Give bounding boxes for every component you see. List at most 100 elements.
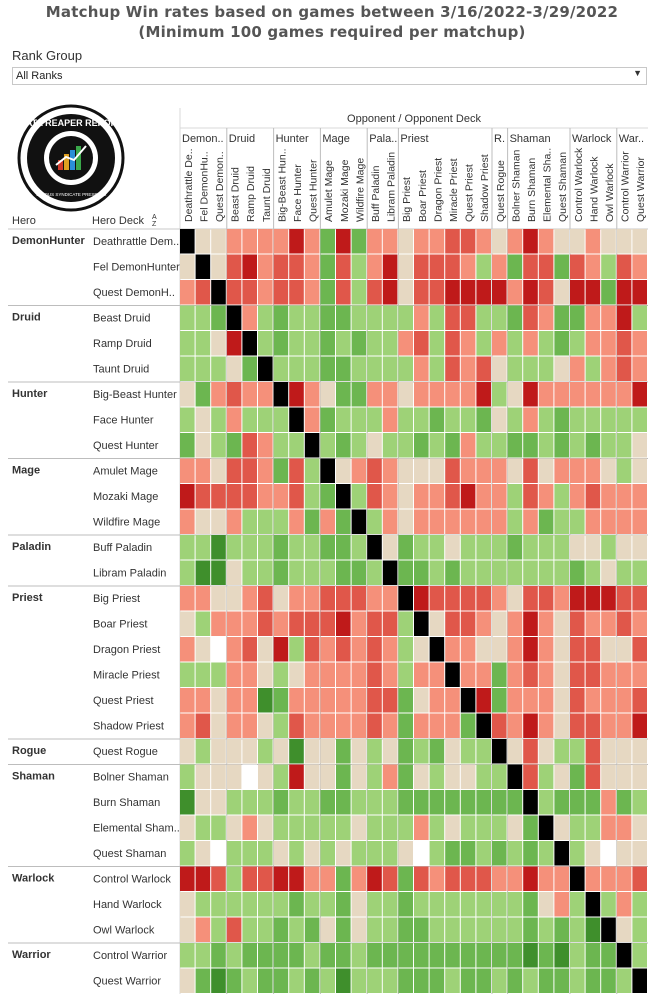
heatmap-cell[interactable] — [616, 688, 632, 713]
heatmap-cell[interactable] — [601, 662, 616, 688]
heatmap-cell[interactable] — [242, 560, 257, 586]
heatmap-cell[interactable] — [382, 917, 398, 943]
heatmap-cell[interactable] — [211, 331, 226, 356]
heatmap-cell[interactable] — [382, 688, 398, 713]
heatmap-cell[interactable] — [601, 968, 616, 994]
heatmap-cell[interactable] — [507, 356, 523, 382]
heatmap-cell[interactable] — [211, 688, 226, 713]
heatmap-cell[interactable] — [336, 841, 351, 866]
heatmap-cell[interactable] — [601, 841, 616, 866]
heatmap-cell[interactable] — [460, 560, 476, 586]
heatmap-cell[interactable] — [632, 331, 647, 356]
heatmap-cell[interactable] — [523, 280, 538, 305]
heatmap-cell[interactable] — [429, 943, 445, 968]
heatmap-cell[interactable] — [258, 535, 273, 560]
heatmap-cell[interactable] — [492, 841, 507, 866]
heatmap-cell[interactable] — [616, 331, 632, 356]
heatmap-cell[interactable] — [211, 586, 226, 611]
heatmap-cell[interactable] — [460, 943, 476, 968]
heatmap-cell[interactable] — [507, 892, 523, 917]
heatmap-cell[interactable] — [398, 739, 413, 764]
heatmap-cell[interactable] — [414, 917, 429, 943]
heatmap-cell[interactable] — [538, 433, 554, 458]
heatmap-cell[interactable] — [616, 790, 632, 815]
heatmap-cell[interactable] — [226, 968, 242, 994]
heatmap-cell[interactable] — [242, 331, 257, 356]
heatmap-cell[interactable] — [180, 713, 195, 739]
heatmap-cell[interactable] — [492, 433, 507, 458]
heatmap-cell[interactable] — [585, 254, 601, 280]
heatmap-cell[interactable] — [632, 254, 647, 280]
heatmap-cell[interactable] — [429, 560, 445, 586]
heatmap-cell[interactable] — [226, 382, 242, 407]
heatmap-cell[interactable] — [242, 841, 257, 866]
heatmap-cell[interactable] — [616, 484, 632, 509]
heatmap-cell[interactable] — [180, 841, 195, 866]
heatmap-cell[interactable] — [460, 484, 476, 509]
heatmap-cell[interactable] — [320, 280, 335, 305]
heatmap-cell[interactable] — [554, 917, 569, 943]
heatmap-cell[interactable] — [367, 764, 382, 790]
heatmap-cell[interactable] — [398, 688, 413, 713]
heatmap-cell[interactable] — [616, 739, 632, 764]
heatmap-cell[interactable] — [211, 968, 226, 994]
heatmap-cell[interactable] — [445, 713, 460, 739]
heatmap-cell[interactable] — [616, 509, 632, 535]
heatmap-cell[interactable] — [367, 509, 382, 535]
heatmap-cell[interactable] — [616, 356, 632, 382]
heatmap-cell[interactable] — [351, 739, 367, 764]
heatmap-cell[interactable] — [242, 305, 257, 331]
heatmap-cell[interactable] — [429, 535, 445, 560]
heatmap-cell[interactable] — [429, 841, 445, 866]
heatmap-cell[interactable] — [258, 229, 273, 254]
heatmap-cell[interactable] — [616, 764, 632, 790]
heatmap-cell[interactable] — [429, 917, 445, 943]
heatmap-cell[interactable] — [180, 407, 195, 433]
heatmap-cell[interactable] — [320, 356, 335, 382]
heatmap-cell[interactable] — [632, 458, 647, 484]
heatmap-cell[interactable] — [289, 611, 304, 637]
heatmap-cell[interactable] — [538, 509, 554, 535]
heatmap-cell[interactable] — [258, 688, 273, 713]
heatmap-cell[interactable] — [538, 892, 554, 917]
heatmap-cell[interactable] — [429, 637, 445, 662]
heatmap-cell[interactable] — [538, 254, 554, 280]
heatmap-cell[interactable] — [570, 484, 585, 509]
heatmap-cell[interactable] — [398, 637, 413, 662]
heatmap-cell[interactable] — [195, 560, 211, 586]
heatmap-cell[interactable] — [429, 229, 445, 254]
heatmap-cell[interactable] — [195, 433, 211, 458]
heatmap-cell[interactable] — [585, 280, 601, 305]
heatmap-cell[interactable] — [523, 866, 538, 892]
heatmap-cell[interactable] — [336, 458, 351, 484]
heatmap-cell[interactable] — [507, 484, 523, 509]
heatmap-cell[interactable] — [445, 305, 460, 331]
heatmap-cell[interactable] — [273, 968, 289, 994]
heatmap-cell[interactable] — [351, 662, 367, 688]
heatmap-cell[interactable] — [304, 892, 320, 917]
heatmap-cell[interactable] — [382, 535, 398, 560]
heatmap-cell[interactable] — [460, 866, 476, 892]
heatmap-cell[interactable] — [226, 611, 242, 637]
heatmap-cell[interactable] — [226, 433, 242, 458]
heatmap-cell[interactable] — [429, 382, 445, 407]
heatmap-cell[interactable] — [632, 611, 647, 637]
heatmap-cell[interactable] — [492, 688, 507, 713]
heatmap-cell[interactable] — [476, 458, 491, 484]
heatmap-cell[interactable] — [632, 305, 647, 331]
heatmap-cell[interactable] — [492, 254, 507, 280]
heatmap-cell[interactable] — [180, 662, 195, 688]
heatmap-cell[interactable] — [226, 764, 242, 790]
heatmap-cell[interactable] — [211, 280, 226, 305]
heatmap-cell[interactable] — [382, 586, 398, 611]
heatmap-cell[interactable] — [601, 739, 616, 764]
heatmap-cell[interactable] — [226, 739, 242, 764]
heatmap-cell[interactable] — [351, 254, 367, 280]
heatmap-cell[interactable] — [460, 254, 476, 280]
heatmap-cell[interactable] — [398, 943, 413, 968]
rank-group-select[interactable]: All Ranks ▼ — [12, 67, 647, 85]
heatmap-cell[interactable] — [414, 560, 429, 586]
heatmap-cell[interactable] — [304, 662, 320, 688]
heatmap-cell[interactable] — [180, 892, 195, 917]
heatmap-cell[interactable] — [258, 764, 273, 790]
